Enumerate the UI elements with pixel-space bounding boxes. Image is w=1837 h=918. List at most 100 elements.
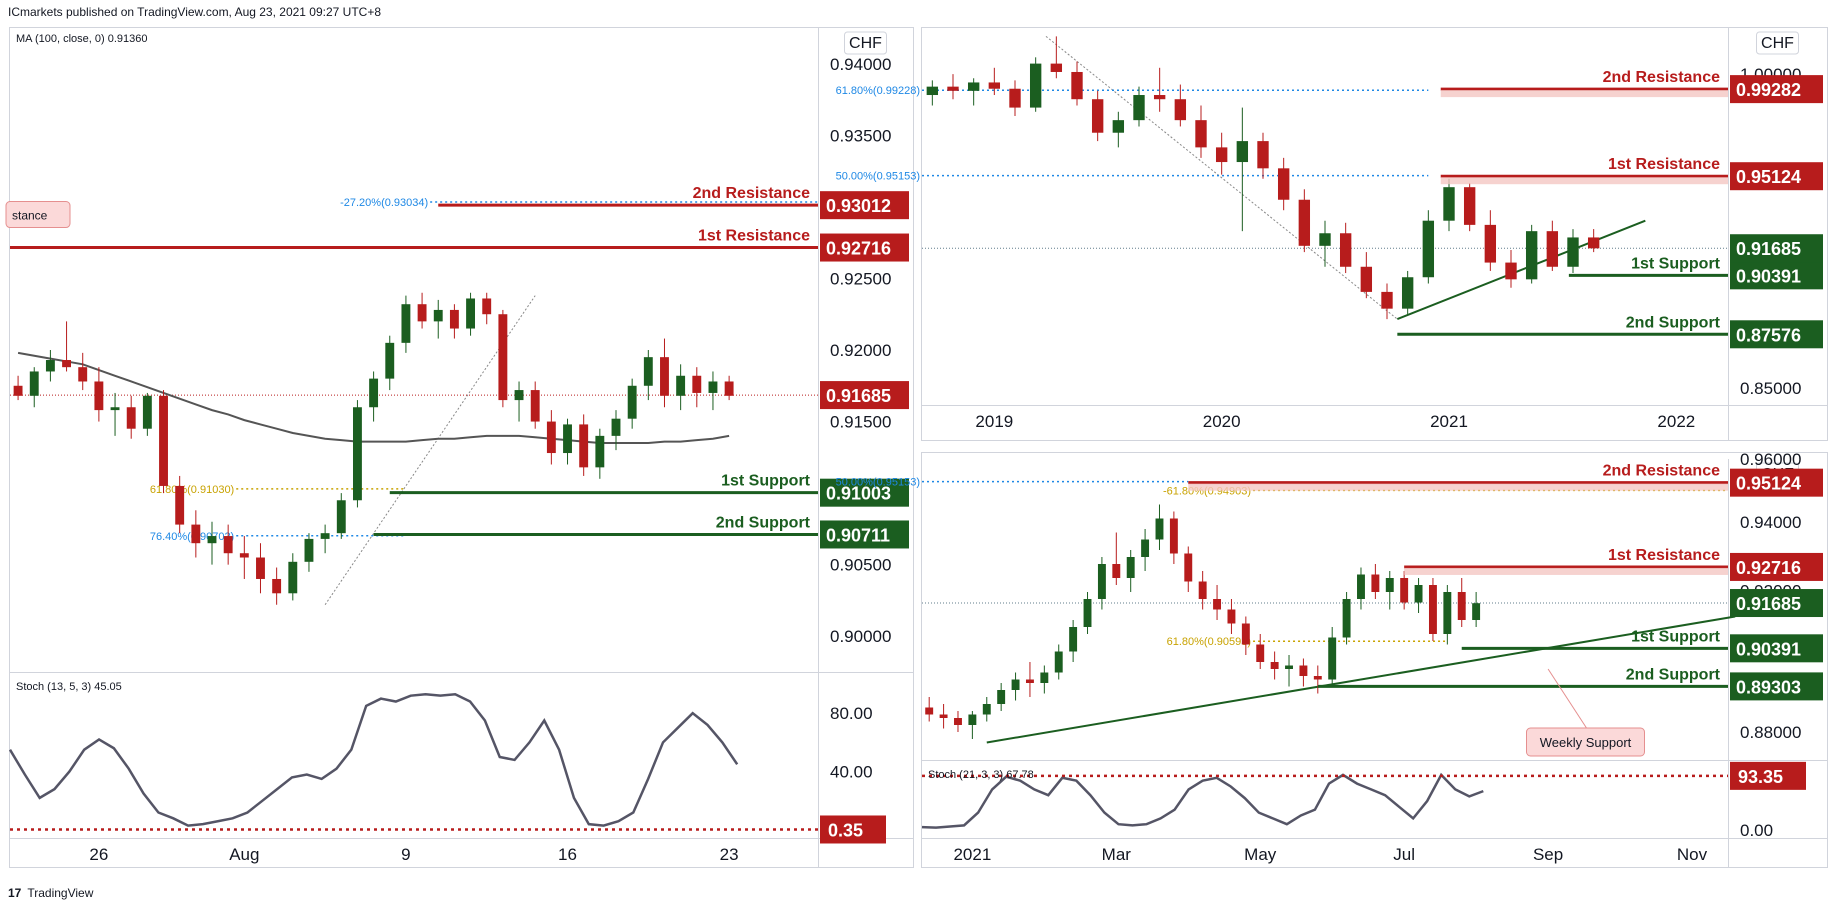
- candle: [563, 418, 572, 465]
- candle-body: [175, 485, 185, 525]
- candle: [1257, 132, 1269, 179]
- candle-body: [1428, 585, 1437, 634]
- cut-label-text: stance: [12, 209, 48, 223]
- candle: [1141, 529, 1150, 571]
- level-price-badge: [820, 478, 909, 507]
- candle: [660, 338, 669, 408]
- candle: [256, 543, 265, 594]
- candle: [1463, 182, 1476, 232]
- candle: [1428, 578, 1437, 641]
- candle: [1546, 220, 1559, 271]
- chart-panel-left-daily: CHF 0.94000 0.93500 0.92500 0.92000 0.91500 0.…: [5, 28, 913, 868]
- level-price-badge: [1730, 162, 1823, 191]
- y-tick-label: 0.92500: [830, 269, 891, 288]
- candle-body: [1011, 679, 1020, 690]
- candle-body: [1319, 233, 1331, 246]
- candle-body: [1153, 95, 1166, 100]
- candle: [1277, 157, 1290, 211]
- candle-body: [1360, 266, 1373, 292]
- level-name-label: 1st Resistance: [1608, 156, 1720, 173]
- candle-body: [1126, 557, 1135, 578]
- candle: [1443, 178, 1455, 232]
- candle: [939, 704, 948, 729]
- candle-body: [498, 314, 508, 401]
- candle: [546, 410, 556, 465]
- candle-body: [1328, 637, 1337, 680]
- level-price-badge: [1730, 320, 1823, 349]
- candle-body: [1277, 168, 1290, 200]
- candle-body: [1270, 662, 1279, 669]
- indicator-label: MA (100, close, 0) 0.91360: [16, 33, 147, 45]
- fib-level-label: -27.20%(0.93034): [340, 197, 428, 209]
- y-tick-label: 0.91500: [830, 413, 891, 432]
- level-name-label: 2nd Support: [716, 514, 811, 531]
- candle: [239, 536, 249, 579]
- x-tick-label: 2021: [953, 845, 991, 864]
- stoch-label: Stoch (21, 3, 3) 67.78: [928, 769, 1034, 781]
- candle: [1587, 229, 1600, 253]
- stoch-level-badge: [1730, 761, 1806, 790]
- candle: [1054, 644, 1063, 680]
- candle-body: [925, 707, 934, 715]
- level-price-text: 0.93012: [826, 196, 891, 216]
- x-tick-label: Sep: [1533, 845, 1563, 864]
- resistance-zone: [1404, 567, 1728, 575]
- candle-body: [1400, 578, 1409, 603]
- candle: [1319, 220, 1331, 267]
- candle: [482, 292, 492, 325]
- stoch-tick-label: 0.00: [1740, 821, 1773, 840]
- level-name-label: 1st Resistance: [698, 228, 810, 245]
- fib-level-label: 50.00%(0.95153): [836, 171, 920, 183]
- candle-body: [1357, 574, 1365, 599]
- candle-body: [1457, 592, 1466, 620]
- candle-body: [369, 378, 379, 408]
- candle-body: [1069, 627, 1078, 652]
- candle-body: [1236, 141, 1249, 163]
- candle: [611, 410, 621, 451]
- footer-brand: TradingView: [27, 886, 94, 900]
- level-price-text: 0.91003: [826, 484, 891, 504]
- callout-text: Weekly Support: [1540, 735, 1632, 750]
- level-name-label: 2nd Resistance: [1603, 463, 1720, 480]
- resistance-zone: [1188, 483, 1728, 491]
- candle: [947, 74, 959, 100]
- candle-body: [1313, 676, 1322, 680]
- candle: [1472, 592, 1481, 627]
- currency-badge: [844, 31, 887, 55]
- chart-panel-right-daily: CHF0.940000.880000.960000.920000.9000020…: [836, 450, 1827, 868]
- level-price-badge: [820, 520, 909, 549]
- candle-body: [1414, 585, 1423, 603]
- stoch-line: [921, 772, 1484, 829]
- candle: [1381, 283, 1393, 320]
- candle: [1083, 592, 1092, 634]
- candle: [1133, 86, 1145, 127]
- candle-body: [1040, 672, 1049, 683]
- candle-body: [1155, 518, 1164, 540]
- candle-body: [1112, 120, 1125, 133]
- candle: [579, 414, 589, 476]
- candle-body: [1133, 95, 1145, 121]
- fib-level-label: 61.80%(0.91030): [150, 484, 234, 496]
- candle-body: [988, 82, 1001, 89]
- candle: [1443, 585, 1452, 645]
- stoch-level-text: 93.35: [1738, 767, 1783, 787]
- candle: [595, 428, 605, 479]
- candle: [401, 295, 411, 353]
- level-price-text: 0.89303: [1736, 677, 1801, 697]
- candle-body: [1050, 63, 1063, 72]
- candle-body: [1443, 187, 1455, 221]
- candle-body: [982, 704, 991, 715]
- footer: 17 TradingView: [8, 886, 93, 900]
- candle: [159, 390, 168, 494]
- candle: [45, 350, 55, 382]
- current-price-text: 0.91685: [1736, 594, 1801, 614]
- candle-body: [1472, 603, 1481, 620]
- current-price-badge: [820, 381, 909, 410]
- candle-body: [1241, 623, 1250, 645]
- level-price-badge: [820, 191, 909, 220]
- candle: [175, 475, 185, 534]
- stoch-level-badge: [820, 815, 886, 844]
- x-tick-label: May: [1244, 845, 1277, 864]
- level-price-text: 0.99282: [1736, 80, 1801, 100]
- level-name-label: 2nd Support: [1626, 666, 1721, 683]
